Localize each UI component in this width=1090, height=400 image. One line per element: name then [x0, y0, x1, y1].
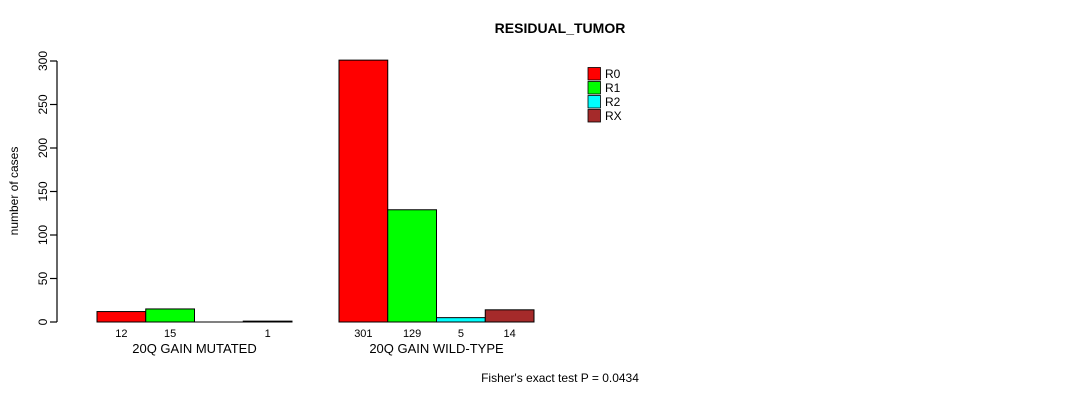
legend-swatch-rx [587, 109, 601, 123]
legend-swatch-r0 [587, 67, 601, 81]
y-tick-label: 50 [36, 272, 50, 286]
y-tick-label: 200 [36, 138, 50, 158]
group-axis-label: 20Q GAIN MUTATED [132, 341, 256, 356]
bar-r1 [387, 209, 437, 323]
bar-value-label: 14 [504, 328, 516, 340]
bar-rx [484, 309, 535, 323]
y-tick-label: 100 [36, 225, 50, 245]
bar-value-label: 15 [164, 328, 176, 340]
bar-r2 [436, 317, 486, 323]
bar-r0 [338, 59, 389, 323]
bar-r1 [145, 308, 195, 323]
legend-label-r2: R2 [605, 95, 621, 109]
y-tick-label: 250 [36, 94, 50, 114]
legend-swatch-r2 [587, 95, 601, 109]
bar-value-label: 12 [115, 328, 127, 340]
bar-value-label: 129 [403, 328, 421, 340]
y-tick-label: 300 [36, 51, 50, 71]
y-axis-title: number of cases [7, 147, 21, 236]
annotation-fishers-test: Fisher's exact test P = 0.0434 [481, 371, 639, 385]
y-tick-label: 150 [36, 181, 50, 201]
bar-r0 [96, 311, 147, 323]
legend-swatch-r1 [587, 81, 601, 95]
legend-label-r0: R0 [605, 67, 621, 81]
legend-label-r1: R1 [605, 81, 621, 95]
bar-value-label: 5 [458, 328, 464, 340]
y-tick-label: 0 [36, 318, 50, 325]
chart-title: RESIDUAL_TUMOR [495, 20, 626, 36]
bar-value-label: 301 [354, 328, 372, 340]
bar-value-label: 1 [265, 328, 271, 340]
group-axis-label: 20Q GAIN WILD-TYPE [369, 341, 504, 356]
bar-rx [242, 320, 293, 323]
legend-label-rx: RX [605, 109, 622, 123]
